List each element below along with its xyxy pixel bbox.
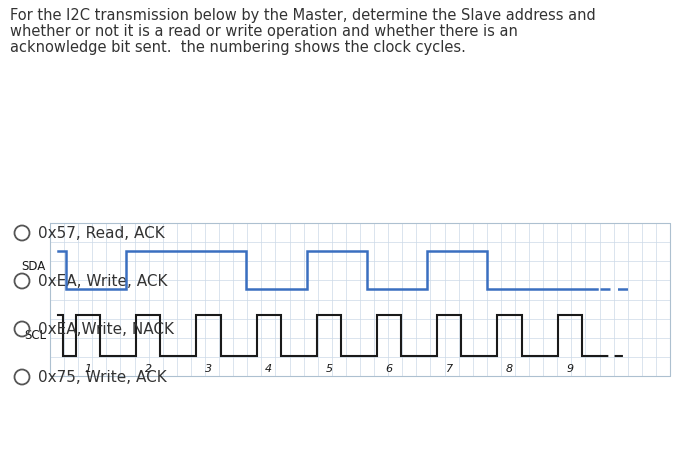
Text: 2: 2 (145, 364, 152, 374)
Text: 9: 9 (566, 364, 573, 374)
Text: SCL: SCL (24, 329, 46, 342)
Text: 6: 6 (386, 364, 393, 374)
Text: acknowledge bit sent.  the numbering shows the clock cycles.: acknowledge bit sent. the numbering show… (10, 40, 466, 55)
Text: For the I2C transmission below by the Master, determine the Slave address and: For the I2C transmission below by the Ma… (10, 8, 596, 23)
Text: 8: 8 (506, 364, 513, 374)
Text: 1: 1 (85, 364, 92, 374)
Text: 4: 4 (265, 364, 272, 374)
Text: 0xEA,Write, NACK: 0xEA,Write, NACK (38, 322, 174, 336)
Text: 7: 7 (446, 364, 453, 374)
Text: SDA: SDA (22, 260, 46, 273)
Text: whether or not it is a read or write operation and whether there is an: whether or not it is a read or write ope… (10, 24, 518, 39)
Text: 0x57, Read, ACK: 0x57, Read, ACK (38, 226, 164, 240)
Text: 5: 5 (326, 364, 332, 374)
Text: 3: 3 (205, 364, 212, 374)
Text: 0xEA, Write, ACK: 0xEA, Write, ACK (38, 273, 167, 289)
Text: 0x75, Write, ACK: 0x75, Write, ACK (38, 369, 167, 385)
